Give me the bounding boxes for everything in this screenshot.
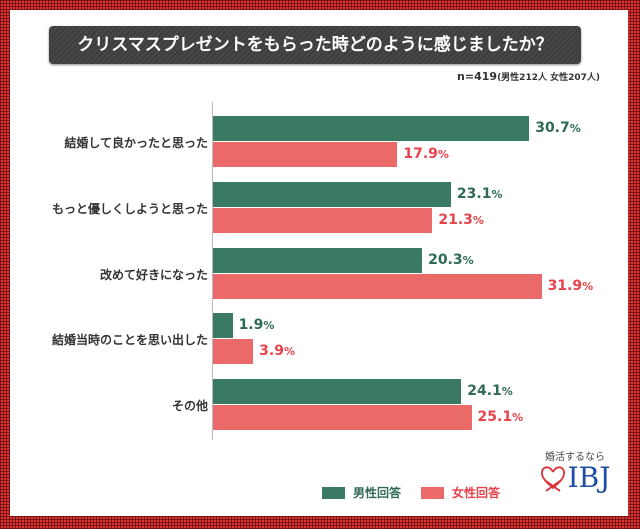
bar-male (213, 116, 530, 141)
value-label-male: 1.9% (238, 317, 275, 334)
legend-swatch-female (421, 486, 445, 499)
category-label: もっと優しくしようと思った (51, 201, 208, 216)
category-label: 結婚当時のことを思い出した (51, 333, 208, 348)
legend-label-male: 男性回答 (353, 486, 402, 500)
legend-item-male: 男性回答 (322, 484, 401, 501)
sample-n: n=419 (457, 70, 498, 83)
y-axis-line (212, 102, 213, 440)
value-label-male: 20.3% (428, 251, 474, 268)
value-label-female: 3.9% (259, 343, 295, 360)
legend-label-female: 女性回答 (452, 486, 501, 500)
category-label: その他 (171, 399, 208, 414)
bar-female (213, 142, 398, 167)
legend-item-female: 女性回答 (421, 484, 500, 501)
logo-name: IBJ (567, 461, 611, 494)
value-label-female: 17.9% (403, 146, 449, 162)
sample-detail: (男性212人 女性207人) (497, 73, 600, 83)
bar-female (213, 405, 472, 431)
category-label: 改めて好きになった (99, 267, 208, 282)
value-label-male: 23.1% (456, 185, 503, 202)
value-label-female: 25.1% (477, 409, 524, 426)
logo-tagline: 婚活するなら (545, 452, 605, 463)
legend-swatch-male (322, 486, 345, 499)
bar-male (213, 313, 233, 339)
bar-male (213, 247, 423, 273)
sample-size: n=419(男性212人 女性207人) (457, 70, 600, 83)
bar-male (213, 181, 451, 207)
bar-male (213, 379, 462, 405)
value-label-male: 30.7% (535, 120, 581, 136)
bar-female (213, 273, 542, 299)
value-label-female: 21.3% (438, 211, 484, 228)
bar-female (213, 339, 254, 365)
category-label: 結婚して良かったと思った (64, 136, 208, 150)
value-label-female: 31.9% (547, 277, 594, 294)
value-label-male: 24.1% (467, 383, 513, 400)
chart-title: クリスマスプレゼントをもらった時どのように感じましたか？ (49, 26, 581, 64)
legend: 男性回答 女性回答 (322, 484, 500, 501)
heart-icon (540, 466, 565, 492)
ibj-logo: 婚活するなら IBJ (530, 448, 620, 493)
bar-female (213, 207, 433, 233)
